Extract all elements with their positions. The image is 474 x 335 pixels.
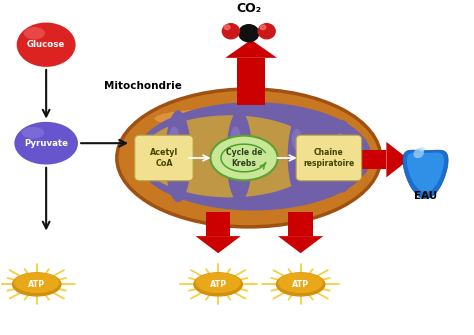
Ellipse shape xyxy=(260,25,266,29)
Ellipse shape xyxy=(227,110,252,202)
Ellipse shape xyxy=(222,24,239,39)
Ellipse shape xyxy=(14,122,78,164)
Text: Pyruvate: Pyruvate xyxy=(24,139,68,148)
Text: ATP: ATP xyxy=(210,280,227,289)
Polygon shape xyxy=(386,142,409,177)
Polygon shape xyxy=(407,153,444,192)
Ellipse shape xyxy=(239,25,259,42)
Polygon shape xyxy=(206,212,230,236)
Ellipse shape xyxy=(140,115,319,197)
Text: EAU: EAU xyxy=(414,191,437,201)
Ellipse shape xyxy=(258,24,275,39)
Ellipse shape xyxy=(193,272,243,296)
Text: Mitochondrie: Mitochondrie xyxy=(104,81,182,91)
Ellipse shape xyxy=(278,273,323,293)
Ellipse shape xyxy=(419,147,425,151)
Ellipse shape xyxy=(413,148,424,158)
Ellipse shape xyxy=(210,136,278,180)
Polygon shape xyxy=(403,150,448,199)
Polygon shape xyxy=(196,236,241,253)
Ellipse shape xyxy=(332,120,355,192)
Ellipse shape xyxy=(136,102,371,210)
Ellipse shape xyxy=(169,126,179,149)
Ellipse shape xyxy=(224,25,230,29)
Ellipse shape xyxy=(24,27,45,40)
Text: ATP: ATP xyxy=(28,280,46,289)
Polygon shape xyxy=(225,40,277,58)
FancyBboxPatch shape xyxy=(135,135,193,181)
Ellipse shape xyxy=(196,273,241,293)
Polygon shape xyxy=(237,58,265,106)
FancyBboxPatch shape xyxy=(296,135,362,181)
Polygon shape xyxy=(288,212,313,236)
Polygon shape xyxy=(360,150,386,170)
Ellipse shape xyxy=(117,89,381,227)
Ellipse shape xyxy=(276,272,326,296)
Text: ATP: ATP xyxy=(292,280,309,289)
Ellipse shape xyxy=(288,114,314,199)
Text: Acetyl
CoA: Acetyl CoA xyxy=(150,148,178,168)
Ellipse shape xyxy=(17,22,76,67)
Text: CO₂: CO₂ xyxy=(236,2,261,15)
Ellipse shape xyxy=(335,133,344,151)
Ellipse shape xyxy=(292,129,302,150)
Ellipse shape xyxy=(155,109,296,128)
Ellipse shape xyxy=(230,126,241,149)
Ellipse shape xyxy=(22,127,44,139)
Text: Cycle de
Krebs: Cycle de Krebs xyxy=(226,148,262,168)
Polygon shape xyxy=(278,236,323,253)
Ellipse shape xyxy=(14,273,59,293)
Text: Chaîne
respiratoire: Chaîne respiratoire xyxy=(303,148,355,168)
Ellipse shape xyxy=(165,110,191,202)
Text: Glucose: Glucose xyxy=(27,40,65,49)
Ellipse shape xyxy=(12,272,62,296)
